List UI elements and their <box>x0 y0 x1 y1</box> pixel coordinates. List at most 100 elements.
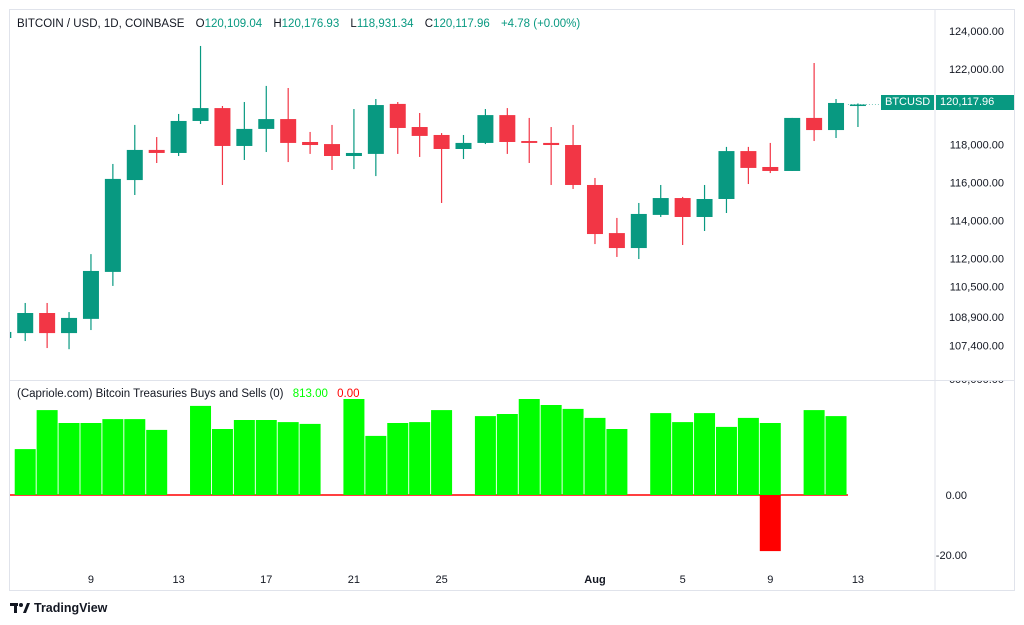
buy-bar <box>431 410 453 495</box>
buy-bar <box>825 416 847 495</box>
candle <box>192 45 209 124</box>
candle <box>148 137 165 164</box>
candle <box>521 117 538 164</box>
buy-bar <box>518 399 540 495</box>
candle <box>10 331 12 339</box>
candle-body <box>82 270 99 319</box>
buy-bar <box>124 419 146 495</box>
candle <box>784 117 801 171</box>
candle-body <box>280 119 297 143</box>
candle <box>61 312 78 350</box>
candle-body <box>192 108 209 121</box>
open-value: 120,109.04 <box>204 18 263 30</box>
buy-bar <box>277 422 299 495</box>
buy-bar <box>694 413 716 495</box>
candle <box>367 98 384 177</box>
low-value: 118,931.34 <box>356 18 414 30</box>
last-price-badge: 120,117.96 <box>936 95 1014 110</box>
tradingview-logo[interactable]: TradingView <box>10 601 107 615</box>
buy-bar <box>255 420 277 495</box>
candle <box>411 113 428 157</box>
close-label: C <box>424 18 434 30</box>
candle-body <box>367 105 384 154</box>
buy-bar <box>496 414 518 495</box>
price-tick-label: 107,400.00 <box>949 340 1004 352</box>
time-axis[interactable]: 9 13 17 21 25 Aug 5 9 13 <box>88 574 864 586</box>
time-tick-label: 25 <box>435 574 447 586</box>
buy-bar <box>58 423 80 495</box>
candle-body <box>104 178 121 272</box>
time-tick-label: 9 <box>88 574 94 586</box>
indicator-sell-value: 0.00 <box>337 388 360 400</box>
candle-body <box>674 198 691 217</box>
candle <box>389 102 406 154</box>
indicator-axis[interactable]: 600,000.00 0.00 -20.00 <box>936 374 1004 562</box>
candle-body <box>324 144 341 156</box>
candle-body <box>499 115 516 142</box>
candle <box>236 102 253 160</box>
symbol-title[interactable]: BITCOIN / USD, 1D, COINBASE <box>17 18 185 30</box>
indicator-legend: (Capriole.com) Bitcoin Treasuries Buys a… <box>17 388 366 400</box>
indicator-tick-label: 0.00 <box>946 490 967 502</box>
candle-body <box>148 149 165 153</box>
candle-body <box>17 313 34 334</box>
price-tick-label: 124,000.00 <box>949 26 1004 38</box>
price-axis[interactable]: 124,000.00 122,000.00 118,000.00 116,000.00… <box>949 26 1004 352</box>
price-tick-label: 116,000.00 <box>950 178 1004 190</box>
buy-bar <box>409 422 431 495</box>
candle <box>762 142 779 174</box>
buy-bar <box>387 423 409 495</box>
candle-body <box>740 151 757 168</box>
candle <box>258 85 275 153</box>
candle-body <box>806 117 823 131</box>
buy-bar <box>299 423 321 495</box>
buy-bar <box>190 405 212 495</box>
buy-bar <box>672 422 694 495</box>
candle-body <box>214 108 231 146</box>
buy-bar <box>474 416 496 495</box>
buy-bar <box>233 420 255 495</box>
candle <box>82 254 99 331</box>
candle <box>543 127 560 185</box>
candle <box>455 134 472 160</box>
candle-body <box>302 141 319 146</box>
buy-bar <box>562 408 584 495</box>
indicator-title[interactable]: (Capriole.com) Bitcoin Treasuries Buys a… <box>17 388 284 400</box>
candle <box>477 109 494 145</box>
candle <box>586 177 603 245</box>
candle-body <box>586 184 603 235</box>
price-tick-label: 110,500.00 <box>950 282 1004 294</box>
symbol-legend: BITCOIN / USD, 1D, COINBASE O120,109.04 … <box>17 18 588 30</box>
candle-body <box>10 331 12 339</box>
buy-bar <box>80 423 102 495</box>
candle <box>104 163 121 286</box>
price-tick-label: 122,000.00 <box>949 64 1004 76</box>
candle <box>718 146 735 214</box>
candle <box>170 113 187 156</box>
buy-bar <box>211 429 233 495</box>
sell-bar <box>759 495 781 552</box>
buy-bar <box>36 410 58 495</box>
candle <box>280 88 297 163</box>
candle <box>608 217 625 257</box>
candle-body <box>608 233 625 249</box>
candle-body <box>696 198 713 217</box>
candle <box>674 196 691 246</box>
candle-body <box>718 151 735 199</box>
time-tick-label: 21 <box>348 574 360 586</box>
close-value: 120,117.96 <box>433 18 490 30</box>
buy-bar <box>803 410 825 495</box>
candle-body <box>630 213 647 249</box>
candle <box>565 124 582 189</box>
candle-body <box>170 120 187 153</box>
candle-body <box>784 117 801 171</box>
buy-bar <box>737 417 759 495</box>
candle <box>302 131 319 154</box>
buy-bar <box>759 423 781 495</box>
buy-bar <box>715 426 737 495</box>
candle-body <box>411 127 428 136</box>
candle-body <box>652 198 669 215</box>
tradingview-logo-text: TradingView <box>34 601 108 615</box>
time-tick-label: 9 <box>767 574 773 586</box>
